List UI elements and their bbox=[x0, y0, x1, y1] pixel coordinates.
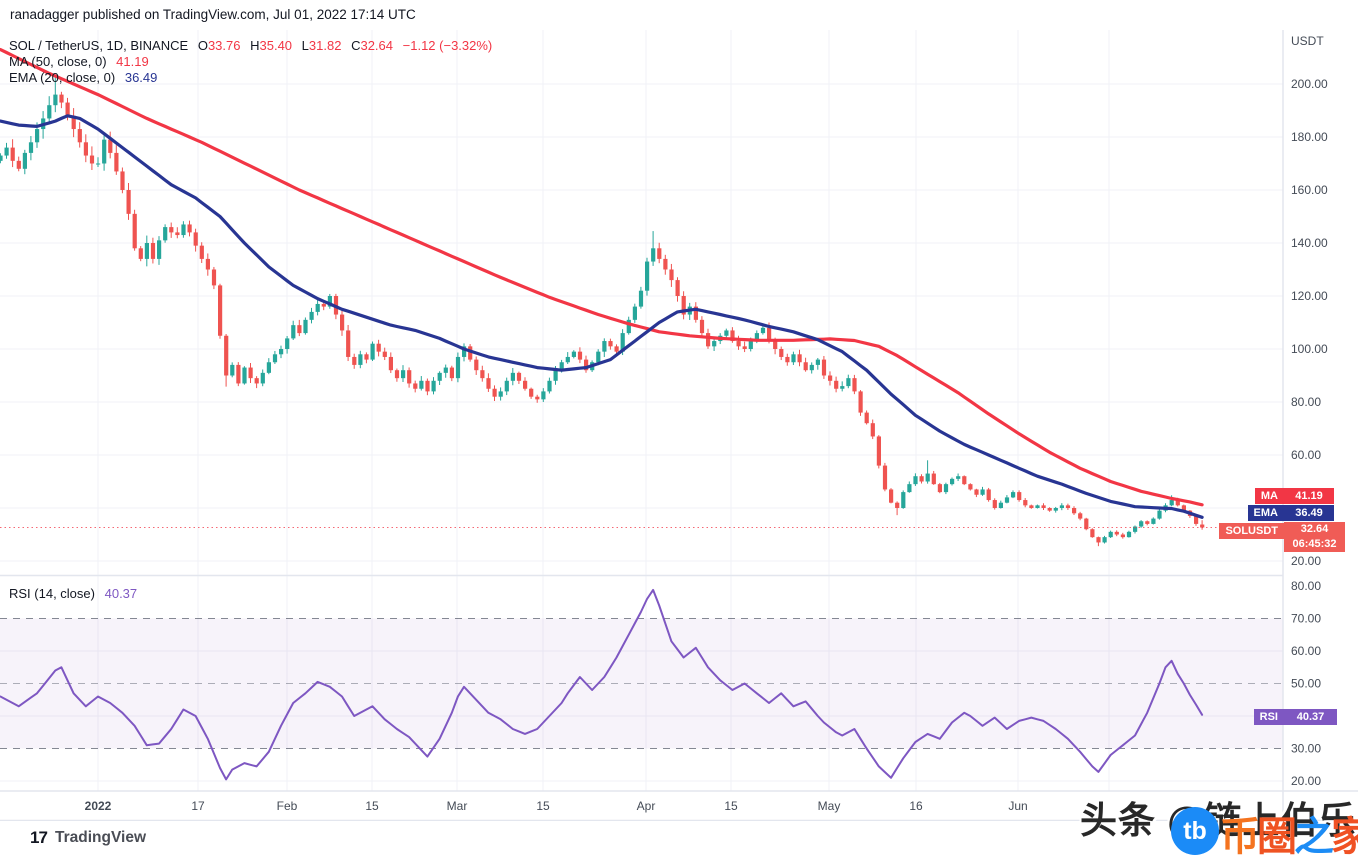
svg-text:2022: 2022 bbox=[85, 799, 112, 813]
svg-text:USDT: USDT bbox=[1291, 34, 1324, 48]
ema-value: 36.49 bbox=[124, 70, 158, 85]
svg-text:May: May bbox=[818, 799, 841, 813]
change-value: −1.12 (−3.32%) bbox=[402, 38, 493, 53]
svg-text:60.00: 60.00 bbox=[1291, 644, 1321, 658]
footer-bar: 17 TradingView bbox=[0, 821, 1358, 856]
badge-rsi: RSI 40.37 bbox=[1253, 709, 1358, 725]
badge-ema: EMA 36.49 bbox=[1247, 505, 1358, 521]
svg-text:140.00: 140.00 bbox=[1291, 236, 1328, 250]
rsi-tag: RSI bbox=[1253, 709, 1284, 725]
svg-text:30.00: 30.00 bbox=[1291, 742, 1321, 756]
symbol-legend[interactable]: SOL / TetherUS, 1D, BINANCE O33.76 H35.4… bbox=[9, 38, 492, 53]
tradingview-logo-icon[interactable]: 17 bbox=[30, 828, 48, 847]
countdown: 06:45:32 bbox=[1292, 538, 1337, 550]
svg-text:Mar: Mar bbox=[447, 799, 468, 813]
svg-text:Feb: Feb bbox=[277, 799, 298, 813]
svg-text:50.00: 50.00 bbox=[1291, 677, 1321, 691]
svg-text:20.00: 20.00 bbox=[1291, 774, 1321, 788]
ohlc-open: O33.76 bbox=[197, 38, 241, 53]
svg-text:Jun: Jun bbox=[1008, 799, 1027, 813]
solusdt-tag: SOLUSDT bbox=[1219, 523, 1284, 539]
symbol-title: SOL / TetherUS, 1D, BINANCE bbox=[9, 38, 189, 53]
ema-legend[interactable]: EMA (20, close, 0) 36.49 bbox=[9, 70, 158, 85]
ma-legend[interactable]: MA (50, close, 0) 41.19 bbox=[9, 54, 149, 69]
solusdt-price: 32.64 06:45:32 bbox=[1284, 522, 1345, 552]
tradingview-logo-text[interactable]: TradingView bbox=[55, 829, 147, 846]
ema-tag: EMA bbox=[1247, 505, 1284, 521]
svg-text:60.00: 60.00 bbox=[1291, 448, 1321, 462]
rsi-legend[interactable]: RSI (14, close) 40.37 bbox=[9, 586, 138, 601]
svg-text:20.00: 20.00 bbox=[1291, 554, 1321, 568]
rsi-price: 40.37 bbox=[1284, 709, 1337, 725]
svg-text:80.00: 80.00 bbox=[1291, 579, 1321, 593]
svg-text:Apr: Apr bbox=[637, 799, 656, 813]
ma-price: 41.19 bbox=[1284, 488, 1334, 504]
svg-text:15: 15 bbox=[724, 799, 738, 813]
badge-sol: SOLUSDT 32.64 06:45:32 bbox=[1219, 522, 1358, 552]
ohlc-close: C32.64 bbox=[351, 38, 394, 53]
badge-ma: MA 41.19 bbox=[1254, 488, 1358, 504]
svg-text:80.00: 80.00 bbox=[1291, 395, 1321, 409]
svg-text:15: 15 bbox=[365, 799, 379, 813]
svg-text:70.00: 70.00 bbox=[1291, 612, 1321, 626]
svg-text:120.00: 120.00 bbox=[1291, 289, 1328, 303]
ma-tag: MA bbox=[1254, 488, 1284, 504]
svg-text:15: 15 bbox=[536, 799, 550, 813]
ohlc-low: L31.82 bbox=[301, 38, 342, 53]
svg-text:200.00: 200.00 bbox=[1291, 77, 1328, 91]
ema-price: 36.49 bbox=[1284, 505, 1334, 521]
ma-value: 41.19 bbox=[116, 54, 149, 69]
svg-text:17: 17 bbox=[191, 799, 205, 813]
svg-text:180.00: 180.00 bbox=[1291, 130, 1328, 144]
rsi-value: 40.37 bbox=[104, 586, 138, 601]
svg-text:160.00: 160.00 bbox=[1291, 183, 1328, 197]
publish-line: ranadagger published on TradingView.com,… bbox=[10, 7, 416, 22]
ohlc-high: H35.40 bbox=[250, 38, 293, 53]
svg-text:100.00: 100.00 bbox=[1291, 342, 1328, 356]
svg-text:16: 16 bbox=[909, 799, 923, 813]
